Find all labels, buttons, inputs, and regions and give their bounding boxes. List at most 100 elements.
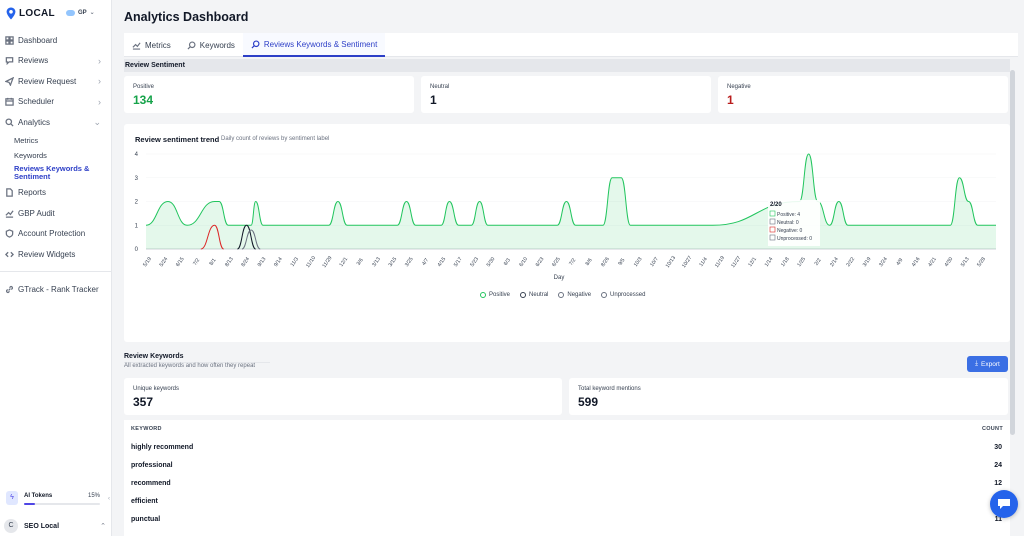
sidebar-item-label: Reviews: [18, 56, 49, 66]
sidebar-item-reports[interactable]: Reports: [0, 183, 111, 204]
tooltip-swatch: [769, 226, 776, 233]
y-tick-label: 1: [135, 223, 139, 229]
code-icon: [5, 251, 14, 257]
sidebar-item-label: Analytics: [18, 117, 51, 127]
x-tick-label: 9/5: [617, 257, 626, 266]
sidebar-item-reviews[interactable]: Reviews ›: [0, 51, 111, 72]
tab-label: Metrics: [145, 40, 171, 50]
search-icon: [251, 39, 260, 49]
chat-bubble-icon: [998, 499, 1010, 509]
keywords-table: KEYWORD COUNT highly recommend 30 profess…: [124, 420, 1010, 536]
x-tick-label: 11/19: [714, 255, 726, 269]
tooltip-swatch: [769, 234, 776, 241]
x-tick-label: 8/24: [240, 256, 251, 268]
account-switcher[interactable]: GP ⌄: [66, 9, 95, 16]
ai-tokens-progress: [24, 503, 100, 505]
series-line-neutral: [237, 224, 256, 250]
count-cell: 12: [994, 479, 1002, 487]
sidebar-item-gtrack[interactable]: GTrack - Rank Tracker: [0, 280, 111, 301]
x-axis-label: Day: [554, 275, 565, 281]
account-label: GP: [78, 9, 87, 16]
review-sentiment-heading: Review Sentiment: [124, 59, 1010, 72]
send-icon: [5, 76, 14, 86]
review-keywords-subtitle: All extracted keywords and how often the…: [124, 363, 256, 369]
x-tick-label: 2/2: [814, 257, 823, 266]
x-tick-label: 10/7: [649, 256, 660, 268]
x-tick-label: 5/30: [486, 256, 497, 268]
x-tick-label: 4/9: [895, 257, 904, 266]
tab-metrics[interactable]: Metrics: [124, 33, 179, 57]
review-keywords-heading: Review Keywords: [124, 353, 184, 360]
user-name: SEO Local: [24, 522, 60, 530]
x-tick-label: 7/2: [192, 257, 201, 266]
export-label: Export: [981, 360, 1000, 368]
sidebar-item-review-request[interactable]: Review Request ›: [0, 71, 111, 92]
tooltip-row: Unprocessed: 0: [777, 236, 812, 242]
x-tick-label: 5/13: [960, 256, 971, 268]
sidebar: LOCAL GP ⌄ Dashboard Reviews › Review Re…: [0, 0, 112, 536]
heading-underline: [124, 362, 270, 363]
legend-neutral[interactable]: Neutral: [520, 292, 548, 298]
sidebar-subitem-metrics[interactable]: Metrics: [14, 135, 39, 145]
calendar-icon: [5, 98, 14, 106]
logo[interactable]: LOCAL: [6, 7, 55, 20]
keyword-cell: punctual: [131, 515, 161, 523]
tab-reviews-keywords-sentiment[interactable]: Reviews Keywords & Sentiment: [242, 33, 386, 57]
x-tick-label: 3/19: [862, 256, 873, 268]
keyword-cell: highly recommend: [131, 443, 194, 451]
legend-negative[interactable]: Negative: [558, 292, 591, 298]
link-icon: [5, 286, 14, 294]
positive-card: Positive 134: [124, 76, 414, 113]
table-row[interactable]: recommend 12: [124, 474, 1010, 492]
count-cell: 24: [994, 461, 1002, 469]
chat-support-button[interactable]: [990, 490, 1018, 518]
sidebar-item-analytics[interactable]: Analytics ⌄: [0, 112, 111, 133]
keyword-cell: professional: [131, 461, 173, 469]
legend-marker: [520, 292, 527, 298]
x-tick-label: 12/1: [747, 256, 758, 268]
x-tick-label: 11/4: [698, 256, 709, 267]
negative-value: 1: [727, 93, 734, 107]
sidebar-item-label: Account Protection: [18, 229, 86, 239]
x-tick-label: 10/13: [665, 255, 677, 269]
unique-keywords-label: Unique keywords: [133, 386, 180, 392]
grid-icon: [5, 36, 14, 45]
scrollbar[interactable]: [1010, 70, 1015, 435]
export-button[interactable]: ⤓ Export: [967, 356, 1008, 372]
positive-label: Positive: [133, 84, 155, 90]
series-line-unprocessed: [241, 229, 261, 250]
sidebar-item-account-protection[interactable]: Account Protection: [0, 224, 111, 245]
negative-label: Negative: [727, 84, 751, 90]
sidebar-item-scheduler[interactable]: Scheduler ›: [0, 92, 111, 113]
keyword-cell: efficient: [131, 497, 158, 505]
tooltip-box: [768, 200, 820, 246]
table-row[interactable]: professional 24: [124, 456, 1010, 474]
sidebar-item-dashboard[interactable]: Dashboard: [0, 30, 111, 51]
sidebar-subitem-reviews-keywords-sentiment[interactable]: Reviews Keywords & Sentiment: [14, 163, 90, 181]
count-cell: 11: [994, 515, 1002, 523]
table-row[interactable]: highly recommend 30: [124, 438, 1010, 456]
analytics-tabs: Metrics Keywords Reviews Keywords & Sent…: [124, 33, 1018, 57]
column-header-keyword[interactable]: KEYWORD: [131, 426, 162, 432]
table-row[interactable]: punctual 11: [124, 510, 1010, 528]
legend-positive[interactable]: Positive: [480, 292, 510, 298]
sidebar-item-label: Review Widgets: [18, 249, 76, 259]
table-row[interactable]: efficient: [124, 492, 1010, 510]
tab-keywords[interactable]: Keywords: [179, 33, 243, 57]
user-menu[interactable]: C SEO Local ⌃: [4, 517, 106, 535]
sidebar-item-gbp-audit[interactable]: GBP Audit: [0, 203, 111, 224]
collapse-sidebar-icon[interactable]: ‹: [108, 496, 110, 502]
chart-legend: Positive Neutral Negative Unprocessed: [480, 292, 645, 298]
column-header-count[interactable]: COUNT: [981, 426, 1003, 432]
sentiment-trend-card: Review sentiment trend Daily count of re…: [124, 124, 1010, 342]
shield-icon: [5, 229, 14, 239]
sidebar-item-label: Scheduler: [18, 97, 55, 107]
sidebar-subitem-keywords[interactable]: Keywords: [14, 150, 47, 160]
tooltip-row: Neutral: 0: [777, 220, 799, 226]
sidebar-item-review-widgets[interactable]: Review Widgets: [0, 244, 111, 265]
sentiment-trend-chart[interactable]: 0 1 2 3 4 5/19 5/24 6/15 7/2 8/1 8/13 8/24 9/13 9/14 1…: [124, 144, 1010, 309]
sidebar-nav: Dashboard Reviews › Review Request › Sch…: [0, 30, 111, 300]
line-chart-icon: [132, 41, 141, 50]
legend-unprocessed[interactable]: Unprocessed: [601, 292, 645, 298]
ai-tokens-percent: 15%: [87, 493, 100, 499]
